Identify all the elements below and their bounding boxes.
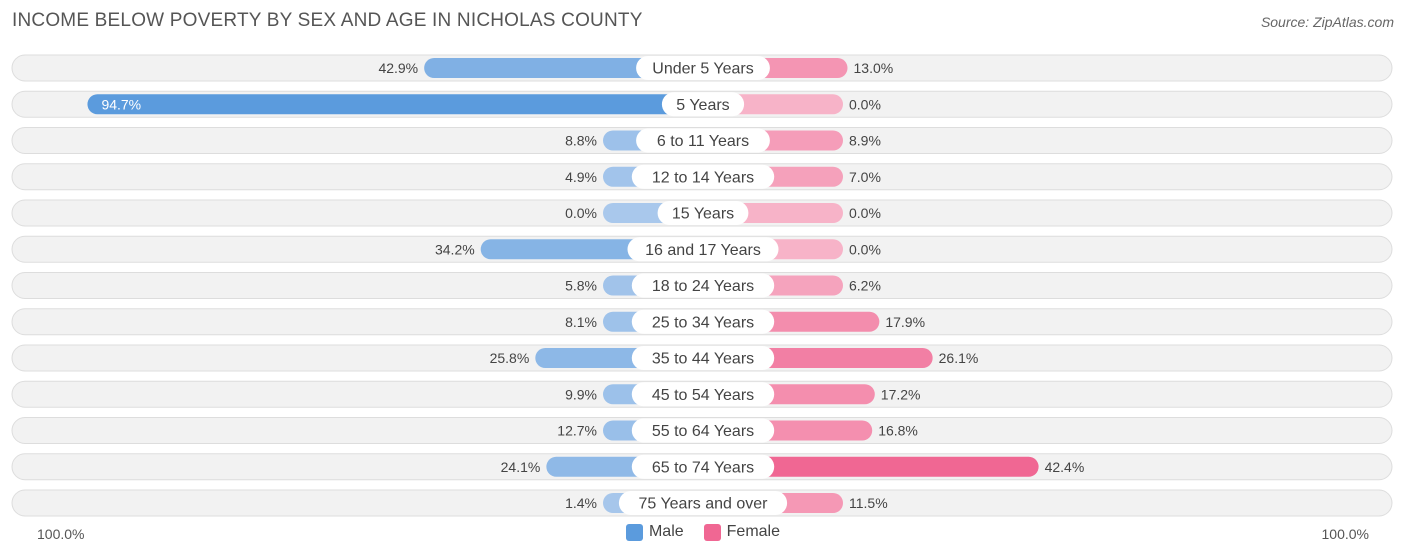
category-label-pill <box>631 273 775 298</box>
legend-item-male: Male <box>625 523 684 541</box>
value-label-male: 24.1% <box>501 459 541 475</box>
legend-item-female: Female <box>703 523 781 541</box>
value-label-female: 42.4% <box>1045 459 1085 475</box>
chart-title: INCOME BELOW POVERTY BY SEX AND AGE IN N… <box>12 10 643 31</box>
category-label-pill <box>631 454 775 479</box>
value-label-male: 42.9% <box>378 60 418 76</box>
category-label-pill <box>636 128 770 153</box>
axis-left-label: 100.0% <box>37 526 85 542</box>
bar-male <box>424 58 703 78</box>
category-label-pill <box>631 382 775 407</box>
value-label-female: 17.9% <box>885 314 925 330</box>
legend-swatch-male <box>625 523 643 541</box>
axis-right-label: 100.0% <box>1321 526 1369 542</box>
value-label-female: 0.0% <box>849 241 881 257</box>
category-label: 5 Years <box>676 97 729 114</box>
value-label-male: 0.0% <box>565 205 597 221</box>
value-label-female: 6.2% <box>849 278 881 294</box>
legend-label-female: Female <box>726 523 781 540</box>
category-label: 75 Years and over <box>639 496 769 513</box>
value-label-female: 13.0% <box>854 60 894 76</box>
value-label-male: 34.2% <box>435 241 475 257</box>
value-label-female: 8.9% <box>849 133 881 149</box>
value-label-female: 17.2% <box>881 386 921 402</box>
category-label-pill <box>657 201 749 225</box>
legend-swatch-female <box>703 523 721 541</box>
category-label-pill <box>631 164 775 189</box>
category-label: 35 to 44 Years <box>652 351 754 368</box>
category-label-pill <box>631 346 775 370</box>
category-label-pill <box>618 491 788 515</box>
category-label: 6 to 11 Years <box>657 133 749 150</box>
category-label: 45 to 54 Years <box>652 387 754 404</box>
bar-male <box>87 94 703 115</box>
value-label-male: 8.8% <box>565 133 597 149</box>
category-label-pill <box>627 237 779 262</box>
value-label-female: 0.0% <box>849 205 881 221</box>
category-label: 55 to 64 Years <box>652 423 754 440</box>
category-label: 25 to 34 Years <box>652 314 754 331</box>
category-label: 15 Years <box>672 206 734 223</box>
category-label-pill <box>661 92 745 117</box>
value-label-female: 11.5% <box>849 495 888 511</box>
category-label: 18 to 24 Years <box>652 278 754 295</box>
value-label-female: 0.0% <box>849 96 881 112</box>
value-label-female: 16.8% <box>878 423 918 439</box>
value-label-male: 8.1% <box>565 314 597 330</box>
category-label-pill <box>631 309 775 334</box>
category-label-pill <box>631 418 775 443</box>
bar-female <box>703 456 1039 477</box>
legend-label-male: Male <box>648 523 684 540</box>
legend: Male Female <box>0 523 1406 541</box>
value-label-male: 5.8% <box>565 278 597 294</box>
value-label-female: 26.1% <box>939 350 979 366</box>
value-label-female: 7.0% <box>849 169 881 185</box>
value-label-male: 12.7% <box>557 423 597 439</box>
category-label: Under 5 Years <box>652 61 753 78</box>
value-label-male: 9.9% <box>565 386 597 402</box>
category-label: 16 and 17 Years <box>645 242 761 259</box>
chart: Under 5 Years 42.9% 13.0% 5 Years 94.7% 0.0% 6… <box>11 54 1393 517</box>
value-label-male: 4.9% <box>565 169 597 185</box>
value-label-male: 1.4% <box>565 495 597 511</box>
value-label-male: 94.7% <box>101 96 141 112</box>
category-label: 65 to 74 Years <box>652 459 754 476</box>
category-label-pill <box>636 56 770 80</box>
source-label: Source: ZipAtlas.com <box>1260 14 1394 30</box>
value-label-male: 25.8% <box>490 350 530 366</box>
category-label: 12 to 14 Years <box>652 169 754 186</box>
